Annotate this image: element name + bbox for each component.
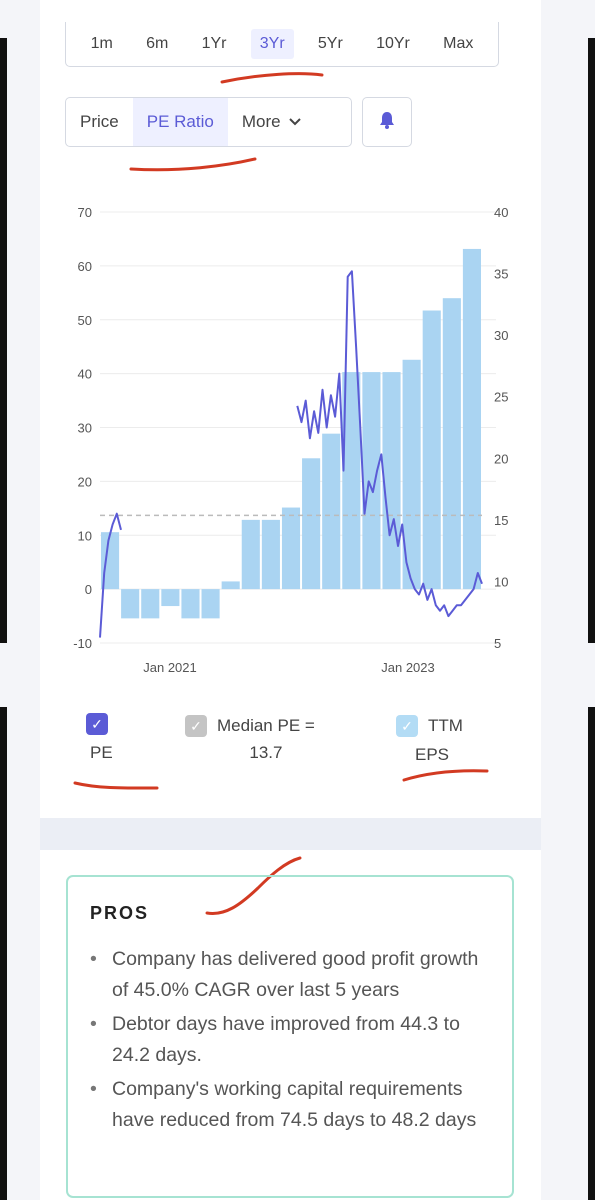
range-1yr[interactable]: 1Yr xyxy=(201,35,227,52)
eps-bar xyxy=(161,589,180,607)
eps-bar xyxy=(101,532,120,590)
legend-ttm-eps[interactable]: ✓ TTM xyxy=(396,713,463,739)
eps-bar xyxy=(121,589,140,619)
range-6m[interactable]: 6m xyxy=(146,35,169,52)
eps-bar xyxy=(261,519,280,590)
left-tick-label: -10 xyxy=(73,636,92,651)
pros-box: PROS Company has delivered good profit g… xyxy=(66,875,514,1198)
left-axis-ticks: 70 60 50 40 30 20 10 0 -10 xyxy=(73,205,92,651)
median-pe-checkbox[interactable]: ✓ xyxy=(185,715,207,737)
metric-tabs: Price PE Ratio More xyxy=(65,97,352,147)
left-tick-label: 10 xyxy=(78,528,92,543)
right-axis-ticks: 40 35 30 25 20 15 10 5 xyxy=(494,205,508,651)
right-frame-edge xyxy=(588,38,595,643)
legend-pe-label: PE xyxy=(90,743,113,762)
left-tick-label: 40 xyxy=(78,367,92,382)
pe-line-segment xyxy=(296,270,483,618)
range-3yr[interactable]: 3Yr xyxy=(250,29,294,59)
right-tick-label: 20 xyxy=(494,451,508,466)
tab-pe-ratio[interactable]: PE Ratio xyxy=(132,98,228,146)
bell-icon xyxy=(379,111,395,134)
right-tick-label: 30 xyxy=(494,328,508,343)
eps-bar xyxy=(201,589,220,619)
right-tick-label: 40 xyxy=(494,205,508,220)
pe-line xyxy=(99,270,483,638)
legend-ttm-label: TTM xyxy=(428,716,463,735)
tab-more[interactable]: More xyxy=(228,98,315,146)
right-tick-label: 10 xyxy=(494,574,508,589)
right-tick-label: 5 xyxy=(494,636,501,651)
legend-pe[interactable]: ✓ PE xyxy=(86,713,113,764)
left-tick-label: 20 xyxy=(78,474,92,489)
x-tick-label: Jan 2023 xyxy=(381,660,435,675)
eps-bar xyxy=(342,372,361,590)
pe-ratio-chart: 70 60 50 40 30 20 10 0 -10 40 35 30 25 20 15 10 5 Jan 2… xyxy=(73,205,508,675)
left-tick-label: 50 xyxy=(78,313,92,328)
pros-item: Company has delivered good profit growth… xyxy=(90,944,490,1006)
eps-bar xyxy=(442,298,461,590)
range-10yr[interactable]: 10Yr xyxy=(376,35,410,52)
eps-bar xyxy=(281,507,301,590)
eps-bar xyxy=(422,310,441,590)
pros-item: Company's working capital requirements h… xyxy=(90,1074,490,1136)
right-frame-edge-lower xyxy=(588,707,595,1200)
right-tick-label: 25 xyxy=(494,390,508,405)
left-frame-edge-lower xyxy=(0,707,7,1200)
left-tick-label: 0 xyxy=(85,582,92,597)
eps-bar xyxy=(402,359,421,590)
eps-bar xyxy=(221,581,240,590)
legend-median-label: Median PE = xyxy=(217,716,315,735)
left-tick-label: 60 xyxy=(78,259,92,274)
legend-eps-label: EPS xyxy=(415,745,450,764)
pe-line-segment xyxy=(99,512,122,638)
right-gutter xyxy=(541,0,595,1200)
pros-title: PROS xyxy=(90,903,150,923)
eps-bar xyxy=(382,372,401,590)
legend-median-value: 13.7 xyxy=(249,743,283,762)
x-tick-label: Jan 2021 xyxy=(143,660,197,675)
check-icon: ✓ xyxy=(401,717,413,734)
section-separator xyxy=(40,818,541,850)
eps-bar xyxy=(141,589,160,619)
pros-item: Debtor days have improved from 44.3 to 2… xyxy=(90,1009,490,1071)
left-tick-label: 70 xyxy=(78,205,92,220)
eps-bar xyxy=(241,519,260,590)
tab-pe-ratio-label: PE Ratio xyxy=(146,112,214,131)
check-icon: ✓ xyxy=(91,715,103,732)
eps-bar xyxy=(322,433,341,590)
range-5yr[interactable]: 5Yr xyxy=(317,35,343,52)
right-tick-label: 35 xyxy=(494,267,508,282)
chevron-down-icon xyxy=(288,115,301,129)
alert-button[interactable] xyxy=(362,97,412,147)
eps-bars xyxy=(101,248,481,619)
x-axis-labels: Jan 2021 Jan 2023 xyxy=(143,660,435,675)
pros-list: Company has delivered good profit growth… xyxy=(90,944,490,1136)
pe-checkbox[interactable]: ✓ xyxy=(86,713,108,735)
eps-checkbox[interactable]: ✓ xyxy=(396,715,418,737)
range-1m[interactable]: 1m xyxy=(90,35,113,52)
time-range-selector: 1m 6m 1Yr 3Yr 5Yr 10Yr Max xyxy=(65,22,499,67)
legend-median-pe[interactable]: ✓ Median PE = 13.7 xyxy=(185,713,315,767)
eps-bar xyxy=(462,248,481,590)
eps-bar xyxy=(181,589,200,619)
left-frame-edge xyxy=(0,38,7,643)
check-icon: ✓ xyxy=(190,717,202,734)
tab-price-label: Price xyxy=(80,112,119,131)
range-max[interactable]: Max xyxy=(443,35,474,52)
tab-price[interactable]: Price xyxy=(66,98,133,146)
tab-more-label: More xyxy=(241,112,281,131)
eps-bar xyxy=(302,458,321,590)
right-tick-label: 15 xyxy=(494,513,508,528)
eps-bar xyxy=(362,372,381,590)
left-tick-label: 30 xyxy=(78,421,92,436)
